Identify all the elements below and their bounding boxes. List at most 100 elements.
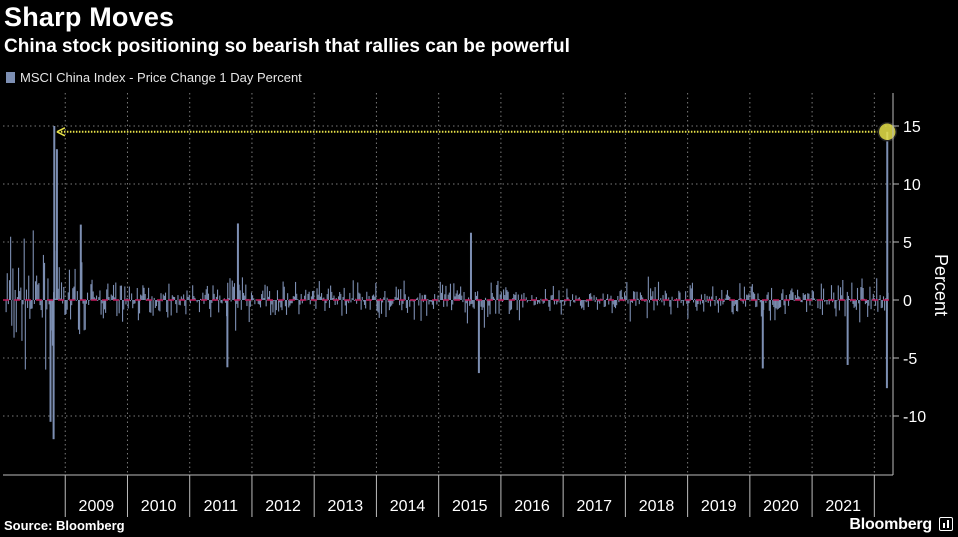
x-tick-label: 2020 bbox=[763, 498, 799, 515]
data-bar bbox=[215, 296, 217, 300]
data-bar bbox=[79, 300, 81, 335]
data-bar bbox=[405, 300, 407, 309]
data-bar bbox=[406, 300, 409, 313]
y-tick-label: 5 bbox=[903, 235, 912, 252]
data-bar bbox=[248, 300, 250, 323]
data-bar bbox=[496, 285, 498, 300]
data-bar bbox=[856, 287, 859, 300]
data-bar bbox=[392, 300, 394, 304]
data-bar bbox=[11, 300, 13, 326]
data-bar bbox=[437, 295, 439, 300]
data-bar bbox=[108, 297, 110, 300]
data-bar bbox=[441, 284, 444, 300]
data-bar bbox=[616, 300, 618, 306]
data-bar bbox=[475, 295, 478, 300]
bloomberg-badge-icon bbox=[939, 517, 953, 531]
data-bar bbox=[431, 300, 433, 305]
data-bar bbox=[780, 300, 782, 308]
x-tick-label: 2021 bbox=[825, 498, 861, 515]
data-bar bbox=[42, 254, 44, 300]
data-bar bbox=[283, 286, 285, 300]
data-bar bbox=[307, 293, 309, 300]
data-bar bbox=[138, 300, 141, 314]
data-bar bbox=[750, 286, 752, 300]
data-bar bbox=[272, 300, 274, 313]
data-bar bbox=[403, 280, 405, 300]
data-bar bbox=[799, 297, 801, 300]
data-bar bbox=[279, 300, 281, 303]
data-bar bbox=[93, 297, 95, 300]
data-bar bbox=[802, 293, 804, 300]
data-bar bbox=[388, 300, 390, 311]
data-bar bbox=[864, 300, 866, 305]
data-bar bbox=[20, 287, 22, 300]
x-tick-label: 2014 bbox=[390, 498, 426, 515]
data-bar bbox=[636, 291, 638, 300]
data-bar bbox=[246, 300, 248, 307]
data-bar bbox=[716, 300, 718, 304]
data-bar bbox=[470, 300, 472, 305]
x-tick-label: 2015 bbox=[452, 498, 488, 515]
data-bar bbox=[358, 292, 360, 300]
data-bar bbox=[699, 300, 701, 305]
x-tick-label: 2018 bbox=[639, 498, 675, 515]
data-bar bbox=[205, 289, 207, 300]
data-bar bbox=[295, 281, 297, 300]
data-bar bbox=[259, 300, 262, 308]
data-bar bbox=[75, 300, 77, 301]
data-bar bbox=[449, 283, 452, 300]
data-bar bbox=[593, 295, 595, 300]
data-bar bbox=[290, 300, 292, 304]
data-bar bbox=[27, 300, 29, 308]
data-bar bbox=[852, 300, 854, 304]
data-bar bbox=[844, 300, 846, 317]
data-bar bbox=[801, 300, 803, 303]
data-bar bbox=[287, 293, 289, 300]
data-bar bbox=[293, 296, 295, 300]
data-bar bbox=[98, 297, 100, 300]
data-bar bbox=[585, 300, 587, 303]
data-bar bbox=[487, 300, 489, 317]
data-bar bbox=[634, 291, 636, 300]
data-bar bbox=[22, 300, 24, 305]
data-bar bbox=[351, 298, 353, 300]
data-bar bbox=[366, 291, 368, 300]
data-bar bbox=[677, 300, 679, 308]
data-bar bbox=[60, 282, 63, 300]
data-bar bbox=[873, 298, 876, 300]
data-bar bbox=[443, 300, 445, 307]
data-bar bbox=[489, 300, 491, 315]
data-bar bbox=[10, 236, 12, 300]
data-bar bbox=[32, 230, 34, 300]
data-bar bbox=[824, 300, 826, 302]
data-bar bbox=[466, 300, 468, 324]
data-bar bbox=[454, 296, 456, 300]
data-bar bbox=[301, 300, 303, 304]
y-tick-label: 0 bbox=[903, 293, 912, 310]
data-bar bbox=[837, 285, 839, 300]
data-bar bbox=[163, 295, 165, 300]
data-bar bbox=[749, 300, 751, 301]
data-bar bbox=[638, 300, 640, 305]
data-bar bbox=[257, 300, 259, 304]
data-bar bbox=[463, 292, 465, 300]
data-bar bbox=[772, 300, 774, 305]
data-bar bbox=[491, 292, 493, 300]
data-bar bbox=[775, 300, 777, 309]
data-bar bbox=[325, 300, 327, 304]
data-bar bbox=[210, 300, 212, 318]
data-bar bbox=[691, 282, 693, 300]
data-bar bbox=[457, 294, 459, 300]
data-bar bbox=[849, 298, 851, 300]
data-bar bbox=[262, 290, 264, 300]
data-bar bbox=[264, 284, 266, 300]
data-bar bbox=[663, 300, 665, 306]
data-bar bbox=[140, 294, 142, 300]
data-bar bbox=[490, 282, 492, 300]
data-bar bbox=[306, 299, 308, 301]
data-bar bbox=[118, 300, 120, 314]
data-bar bbox=[662, 295, 664, 300]
data-bar bbox=[37, 284, 39, 300]
data-bar bbox=[797, 289, 799, 300]
data-bar bbox=[630, 300, 632, 302]
